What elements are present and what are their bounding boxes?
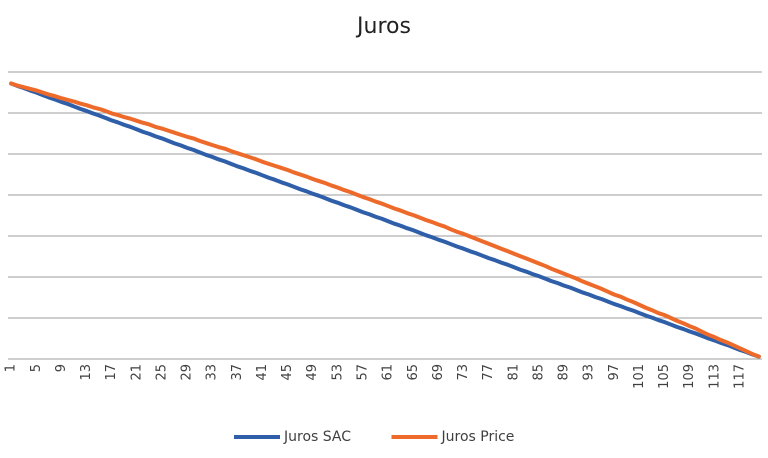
x-tick-label: 61 [381, 364, 396, 381]
x-tick-label: 57 [356, 364, 371, 381]
x-tick-label: 81 [506, 364, 521, 381]
legend-label: Juros SAC [283, 429, 351, 445]
x-tick-label: 29 [180, 364, 195, 381]
x-tick-label: 13 [79, 364, 94, 381]
x-tick-label: 65 [406, 364, 421, 381]
x-tick-label: 77 [481, 364, 496, 381]
x-tick-label: 69 [431, 364, 446, 381]
x-tick-label: 101 [632, 364, 647, 389]
x-tick-label: 49 [305, 364, 320, 381]
x-tick-label: 25 [154, 364, 169, 381]
legend-label: Juros Price [441, 429, 515, 445]
x-tick-label: 1 [4, 364, 19, 372]
x-tick-label: 93 [582, 364, 597, 381]
x-tick-label: 113 [707, 364, 722, 389]
x-tick-label: 37 [230, 364, 245, 381]
x-tick-label: 97 [607, 364, 622, 381]
x-tick-label: 17 [104, 364, 119, 381]
series-line [9, 81, 761, 359]
x-tick-label: 53 [330, 364, 345, 381]
x-tick-label: 41 [255, 364, 270, 381]
x-tick-label: 105 [657, 364, 672, 389]
x-tick-label: 5 [29, 364, 44, 372]
series-line [9, 81, 761, 359]
x-tick-label: 73 [456, 364, 471, 381]
chart-title: Juros [355, 14, 411, 39]
x-tick-label: 21 [129, 364, 144, 381]
x-tick-label: 109 [682, 364, 697, 389]
x-tick-label: 9 [54, 364, 69, 372]
x-tick-label: 117 [733, 364, 748, 389]
x-tick-label: 85 [531, 364, 546, 381]
x-tick-label: 89 [557, 364, 572, 381]
x-tick-label: 33 [205, 364, 220, 381]
x-tick-label: 45 [280, 364, 295, 381]
